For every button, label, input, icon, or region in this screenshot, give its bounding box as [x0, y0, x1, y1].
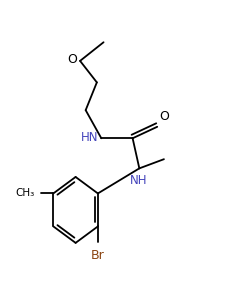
Text: CH₃: CH₃ — [16, 188, 35, 198]
Text: O: O — [67, 53, 77, 66]
Text: HN: HN — [81, 131, 99, 144]
Text: O: O — [160, 110, 169, 123]
Text: Br: Br — [91, 249, 105, 262]
Text: NH: NH — [130, 174, 147, 187]
